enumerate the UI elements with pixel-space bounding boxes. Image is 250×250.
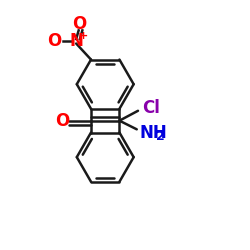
Text: O: O <box>48 32 62 50</box>
Text: O: O <box>72 15 86 33</box>
Text: N: N <box>69 32 83 50</box>
Text: 2: 2 <box>156 130 165 142</box>
Text: +: + <box>78 31 88 41</box>
Text: NH: NH <box>140 124 168 142</box>
Text: O: O <box>55 112 69 130</box>
Text: Cl: Cl <box>142 99 160 117</box>
